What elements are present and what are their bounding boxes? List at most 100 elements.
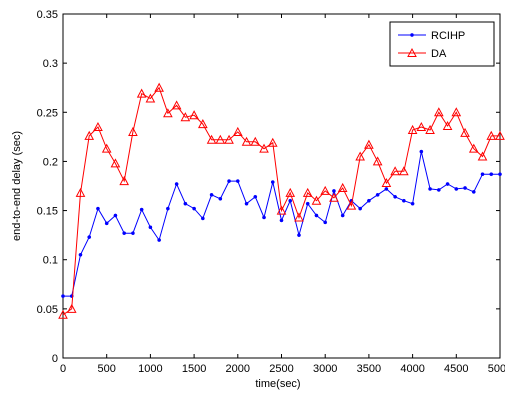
- data-point-da: [267, 137, 278, 147]
- data-point-da: [232, 126, 243, 136]
- data-point-da: [198, 119, 208, 129]
- x-tick-label: 0: [60, 363, 66, 375]
- data-point-da: [495, 130, 505, 140]
- data-point-da: [189, 110, 199, 120]
- data-point-rcihp: [498, 172, 502, 177]
- data-point-rcihp: [393, 194, 397, 199]
- data-point-rcihp: [375, 192, 380, 197]
- data-point-rcihp: [358, 206, 363, 211]
- data-point-da: [259, 143, 269, 153]
- data-point-da: [486, 130, 497, 140]
- y-axis-label: end-to-end delay (sec): [11, 131, 23, 241]
- data-point-rcihp: [96, 206, 100, 211]
- x-tick-label: 4500: [444, 363, 468, 375]
- axes: 0 500 1000 1500 2000 2500 3000 3500 4000 4500 500 0…: [37, 9, 505, 375]
- data-point-rcihp: [471, 190, 476, 194]
- data-point-da: [241, 136, 252, 146]
- y-tick-label: 0.35: [37, 9, 58, 21]
- data-point-da: [294, 212, 304, 222]
- data-point-rcihp: [428, 187, 432, 191]
- data-point-rcihp: [323, 220, 328, 225]
- data-point-rcihp: [122, 231, 127, 236]
- series-da: [58, 82, 505, 319]
- data-point-rcihp: [454, 187, 459, 191]
- legend-label-rcihp: RCIHP: [431, 30, 465, 42]
- series-layer: [58, 82, 505, 319]
- data-point-da: [416, 121, 427, 132]
- data-point-rcihp: [200, 216, 205, 221]
- data-point-da: [206, 134, 217, 144]
- data-point-da: [329, 192, 339, 202]
- y-tick-label: 0.3: [43, 58, 58, 70]
- data-point-da: [163, 108, 173, 118]
- data-point-da: [451, 107, 462, 117]
- data-point-rcihp: [244, 201, 249, 206]
- data-point-da: [215, 134, 226, 144]
- data-point-da: [311, 195, 322, 205]
- data-point-da: [346, 200, 357, 210]
- x-tick-label: 3000: [313, 363, 337, 375]
- data-point-da: [337, 182, 348, 192]
- legend-label-da: DA: [431, 48, 447, 60]
- data-point-da: [66, 303, 77, 313]
- data-point-rcihp: [157, 238, 161, 242]
- x-tick-label: 3500: [357, 363, 381, 375]
- data-point-rcihp: [227, 179, 231, 183]
- data-point-rcihp: [235, 179, 240, 183]
- x-tick-label: 2500: [269, 363, 293, 375]
- data-point-da: [320, 185, 331, 195]
- data-point-rcihp: [445, 182, 450, 186]
- data-point-da: [136, 88, 147, 98]
- data-point-rcihp: [402, 198, 406, 203]
- series-line-da: [62, 86, 500, 316]
- data-point-da: [180, 112, 191, 122]
- data-point-da: [433, 107, 444, 117]
- data-point-rcihp: [174, 182, 179, 186]
- y-tick-label: 0.05: [37, 304, 58, 316]
- data-point-rcihp: [148, 225, 153, 230]
- y-tick-label: 0: [52, 353, 58, 365]
- data-point-rcihp: [314, 213, 319, 218]
- data-point-da: [250, 136, 261, 146]
- data-point-rcihp: [332, 189, 336, 193]
- data-point-da: [407, 124, 418, 134]
- legend: RCIHP DA: [389, 21, 495, 67]
- data-point-da: [442, 120, 453, 131]
- x-tick-label: 1500: [182, 363, 206, 375]
- data-point-rcihp: [139, 207, 144, 212]
- x-tick-label: 2000: [226, 363, 250, 375]
- data-point-rcihp: [410, 201, 415, 206]
- data-point-da: [468, 143, 479, 153]
- data-point-da: [285, 187, 296, 197]
- data-point-rcihp: [87, 235, 92, 239]
- data-point-da: [128, 126, 138, 136]
- data-point-rcihp: [78, 252, 83, 257]
- x-tick-label: 1000: [138, 363, 162, 375]
- data-point-da: [372, 156, 383, 166]
- data-point-rcihp: [367, 198, 371, 203]
- legend-marker-da: [407, 47, 417, 57]
- data-point-rcihp: [218, 196, 223, 201]
- y-tick-label: 0.1: [43, 255, 58, 267]
- data-point-da: [364, 139, 374, 149]
- series-rcihp: [61, 149, 502, 298]
- data-point-rcihp: [209, 192, 214, 197]
- data-point-rcihp: [463, 186, 467, 190]
- data-point-da: [425, 124, 435, 134]
- series-line-rcihp: [63, 151, 500, 297]
- data-point-rcihp: [262, 215, 266, 220]
- data-point-da: [390, 166, 400, 176]
- y-tick-label: 0.2: [43, 156, 58, 168]
- data-point-rcihp: [419, 149, 424, 154]
- data-point-rcihp: [288, 198, 293, 203]
- data-point-rcihp: [270, 180, 275, 184]
- data-point-da: [355, 151, 365, 161]
- data-point-da: [399, 166, 409, 176]
- data-point-rcihp: [183, 201, 188, 206]
- data-point-rcihp: [166, 206, 170, 211]
- data-point-da: [154, 82, 164, 92]
- data-point-rcihp: [113, 213, 118, 218]
- data-point-rcihp: [279, 218, 284, 223]
